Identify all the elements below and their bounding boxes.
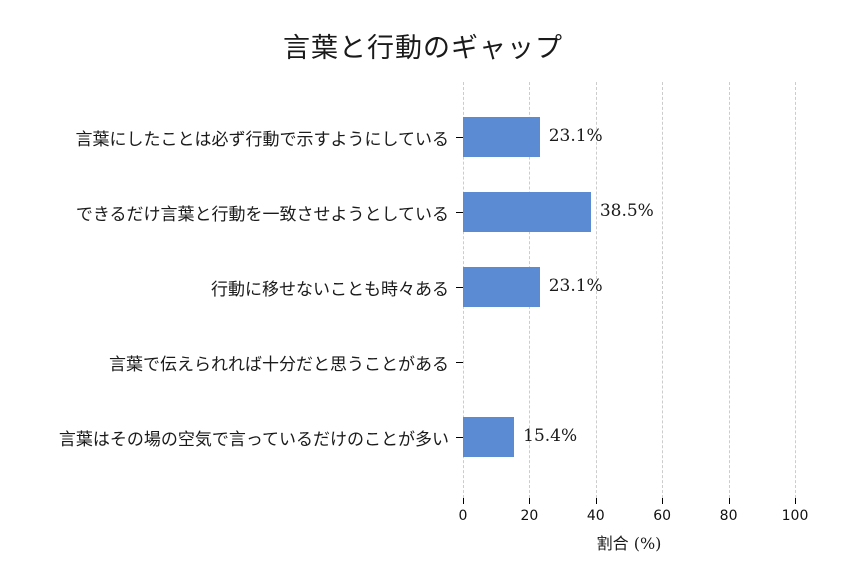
gridline	[595, 82, 597, 498]
category-label: できるだけ言葉と行動を一致させようとしている	[75, 205, 449, 225]
x-tick	[728, 498, 730, 504]
value-label: 23.1%	[548, 276, 603, 296]
bar	[463, 117, 540, 157]
value-label: 23.1%	[548, 126, 603, 146]
category-label: 言葉にしたことは必ず行動で示すようにしている	[75, 130, 450, 150]
x-tick-label: 80	[719, 508, 738, 524]
y-tick	[456, 212, 463, 213]
x-tick	[595, 498, 597, 504]
x-tick	[529, 498, 531, 504]
y-tick	[456, 287, 463, 288]
bar	[463, 192, 591, 232]
y-tick	[456, 362, 463, 363]
category-label: 言葉はその場の空気で言っているだけのことが多い	[58, 430, 449, 450]
bar	[463, 267, 540, 307]
x-tick-label: 60	[653, 508, 672, 524]
x-tick-label: 100	[781, 508, 809, 524]
x-tick	[463, 498, 464, 504]
value-label: 38.5%	[599, 201, 654, 221]
y-tick	[456, 137, 463, 138]
value-label: 15.4%	[523, 426, 578, 446]
x-tick	[662, 498, 664, 504]
y-tick	[456, 437, 463, 438]
gridline	[662, 82, 664, 498]
chart-title: 言葉と行動のギャップ	[283, 33, 563, 64]
bar	[463, 417, 515, 457]
x-tick	[795, 498, 796, 504]
x-tick-label: 20	[520, 508, 539, 524]
category-label: 行動に移せないことも時々ある	[211, 280, 449, 300]
x-axis-label: 割合 (%)	[596, 534, 662, 553]
x-tick-label: 40	[586, 508, 605, 524]
x-tick-label: 0	[458, 508, 468, 524]
gridline	[795, 82, 796, 498]
category-label: 言葉で伝えられれば十分だと思うことがある	[109, 355, 449, 375]
gridline	[728, 82, 730, 498]
